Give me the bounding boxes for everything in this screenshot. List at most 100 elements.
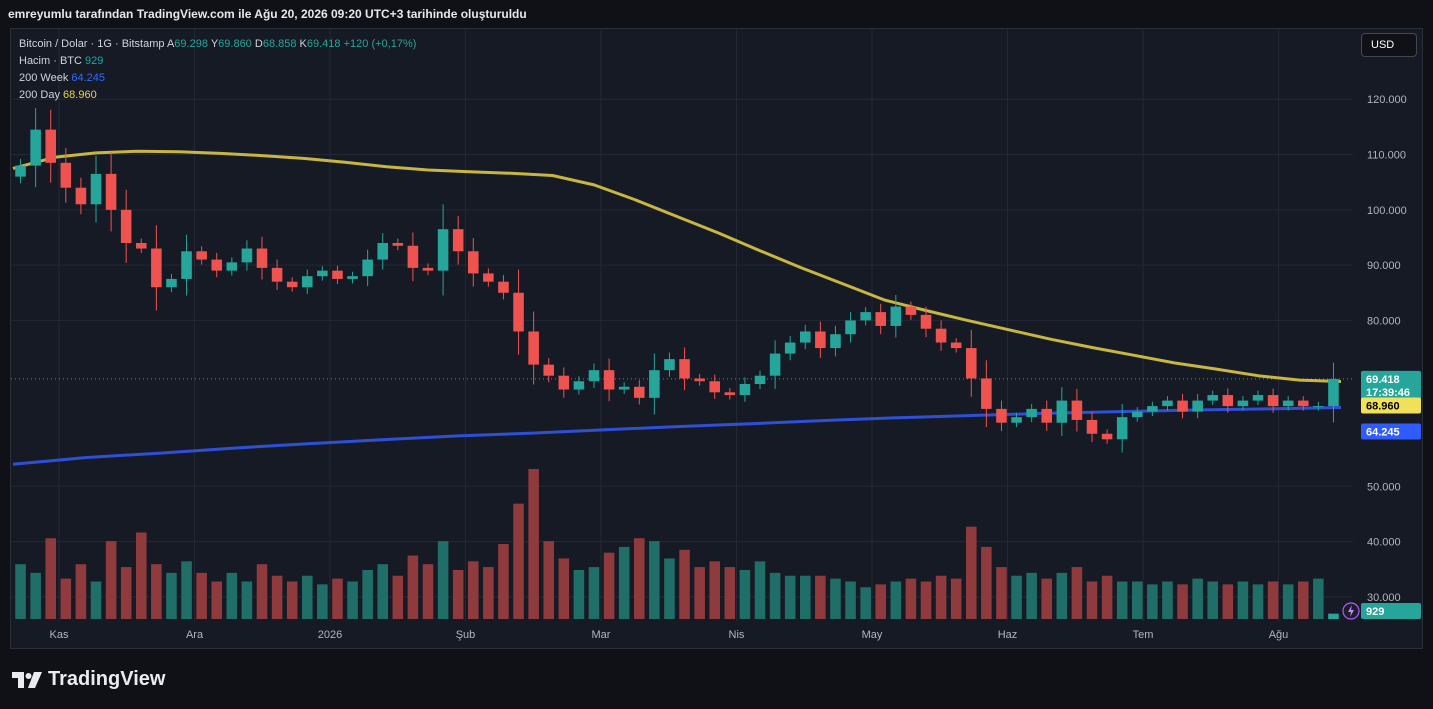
candle-body — [845, 320, 856, 335]
legend-volume-row[interactable]: Hacim · BTC 929 — [19, 53, 416, 70]
chart-panel[interactable]: 120.000 110.000 100.000 90.000 80.000 50.000 4… — [10, 28, 1423, 649]
x-tick-label: Ağu — [1269, 629, 1289, 641]
candle-body — [271, 267, 283, 282]
price-chart[interactable]: 120.000 110.000 100.000 90.000 80.000 50.000 4… — [11, 29, 1422, 648]
candle-body — [498, 281, 509, 293]
volume-bar — [226, 572, 238, 619]
legend-symbol[interactable]: Bitcoin / Dolar · 1G · Bitstamp — [19, 38, 165, 50]
x-tick-label: Ara — [186, 629, 204, 641]
candle-body — [332, 270, 343, 279]
candle-body — [860, 312, 871, 321]
volume-bar — [633, 538, 645, 619]
candle-body — [1328, 378, 1339, 407]
legend-200d-label: 200 Day — [19, 89, 60, 101]
candle-body — [301, 276, 313, 288]
candle-body — [407, 245, 419, 268]
volume-bar — [151, 564, 162, 619]
candle-body — [1282, 400, 1294, 407]
volume-bar — [1147, 584, 1158, 619]
volume-bar — [739, 569, 751, 619]
candle-body — [120, 209, 132, 243]
volume-bar — [30, 572, 41, 619]
x-tick-label: May — [862, 629, 883, 641]
candle-body — [724, 392, 736, 396]
volume-bar — [75, 564, 87, 619]
volume-bar — [1192, 578, 1203, 619]
volume-bar — [211, 581, 223, 619]
candle-body — [679, 359, 690, 379]
volume-bar — [498, 544, 509, 619]
currency-button[interactable]: USD — [1361, 33, 1417, 57]
candle-body — [905, 306, 917, 315]
y-tick-label: 30.000 — [1367, 592, 1401, 604]
candle-body — [1252, 395, 1264, 401]
legend-high-label: Y — [210, 38, 219, 50]
volume-bar — [1282, 584, 1294, 619]
volume-bar — [890, 581, 902, 619]
candle-body — [1116, 417, 1128, 440]
volume-bar — [573, 569, 585, 619]
volume-bar — [1131, 581, 1143, 619]
volume-bar — [271, 575, 283, 619]
candle-body — [467, 251, 479, 274]
candle-body — [633, 386, 645, 398]
legend-close-value: 69.418 — [306, 38, 341, 50]
legend-symbol-row: Bitcoin / Dolar · 1G · Bitstamp A69.298 … — [19, 36, 416, 53]
volume-bar — [965, 526, 977, 619]
chart-caption: emreyumlu tarafından TradingView.com ile… — [8, 7, 527, 21]
candle-body — [1177, 400, 1188, 412]
ma-200-week-badge — [1361, 423, 1421, 440]
volume-bar — [558, 558, 570, 619]
legend-high-value: 69.860 — [218, 38, 252, 50]
legend-volume-label: Hacim · BTC — [19, 55, 82, 67]
last-price-badge-text: 69.418 — [1366, 374, 1400, 386]
volume-bar — [799, 575, 811, 619]
candle-body — [1086, 419, 1098, 434]
tradingview-logo[interactable]: TradingView — [12, 668, 165, 691]
legend-200d-value: 68.960 — [63, 89, 97, 101]
volume-bar — [422, 564, 434, 619]
candle-body — [588, 370, 600, 382]
candle-body — [392, 243, 404, 246]
volume-bar — [1267, 581, 1279, 619]
candle-body — [1131, 411, 1143, 418]
x-tick-label: Tem — [1133, 629, 1154, 641]
legend-200w-row[interactable]: 200 Week 64.245 — [19, 70, 416, 87]
volume-bar — [1071, 567, 1083, 619]
volume-bar — [407, 555, 419, 619]
volume-bar — [1252, 584, 1264, 619]
candle-body — [769, 353, 781, 376]
volume-bar — [347, 581, 358, 619]
volume-bar — [362, 569, 373, 619]
x-tick-label: Kas — [50, 629, 69, 641]
volume-bar — [301, 575, 313, 619]
candle-body — [181, 251, 192, 279]
y-tick-label: 100.000 — [1367, 205, 1407, 217]
candle-body — [935, 328, 947, 343]
volume-bar — [528, 469, 539, 619]
volume-bar — [694, 567, 705, 619]
volume-bar — [724, 567, 736, 619]
candle-body — [1297, 400, 1309, 407]
volume-bar — [860, 587, 871, 619]
axes: 120.000 110.000 100.000 90.000 80.000 50.000 4… — [50, 94, 1421, 641]
legend-200d-row[interactable]: 200 Day 68.960 — [19, 87, 416, 104]
volume-bar — [679, 549, 690, 619]
candle-body — [211, 259, 223, 271]
x-tick-label: Nis — [729, 629, 745, 641]
volume-bar — [377, 564, 389, 619]
volume-bar — [135, 532, 147, 619]
volume-bar — [15, 564, 26, 619]
candle-body — [483, 273, 494, 282]
candle-body — [1147, 406, 1158, 412]
volume-bar — [196, 572, 207, 619]
candle-body — [1162, 400, 1173, 407]
volume-bar — [90, 581, 102, 619]
candle-body — [1222, 395, 1234, 407]
last-price-badge — [1361, 370, 1421, 401]
candle-body — [573, 381, 585, 390]
volume-bar — [935, 575, 947, 619]
candle-body — [422, 267, 434, 271]
candle-body — [241, 248, 253, 263]
volume-bar — [241, 581, 253, 619]
